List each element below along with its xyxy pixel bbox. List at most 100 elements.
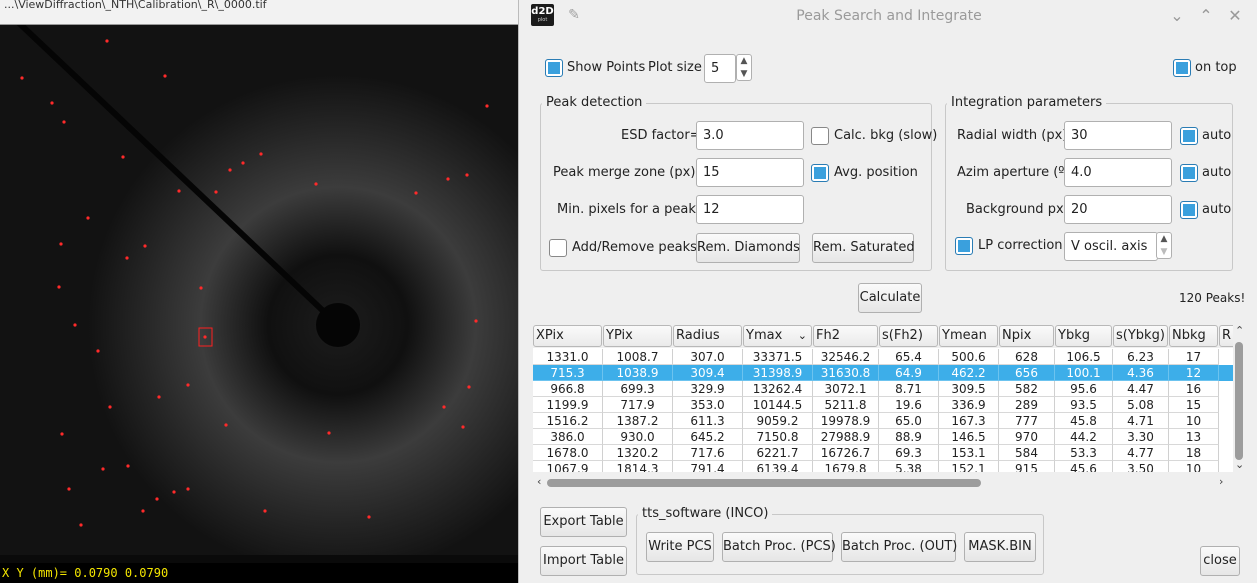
write-pcs-button[interactable]: Write PCS — [646, 532, 714, 562]
peak-marker — [141, 509, 145, 513]
plot-size-input[interactable]: 5 — [704, 54, 736, 83]
azim-aperture-input[interactable]: 4.0 — [1064, 158, 1172, 187]
radial-width-input[interactable]: 30 — [1064, 121, 1172, 150]
peak-marker — [485, 104, 489, 108]
column-header[interactable]: Npix — [999, 325, 1054, 347]
esd-factor-input[interactable]: 3.0 — [696, 121, 804, 150]
lp-correction-spinner[interactable]: ▲ ▼ — [1156, 232, 1172, 259]
column-header[interactable]: Radius — [673, 325, 742, 347]
table-row[interactable]: 386.0 930.0 645.2 7150.8 27988.9 88.9 146.5 970… — [533, 429, 1238, 445]
spin-up-icon[interactable]: ▲ — [740, 56, 748, 66]
merge-zone-input[interactable]: 15 — [696, 158, 804, 187]
lp-correction-select[interactable]: V oscil. axis — [1064, 232, 1158, 261]
sort-down-icon[interactable]: ⌄ — [797, 329, 807, 342]
azim-auto-checkbox[interactable] — [1180, 164, 1198, 182]
lp-correction-checkbox[interactable] — [955, 237, 973, 255]
show-points-checkbox[interactable] — [545, 59, 563, 77]
titlebar: d2D plot ✎ Peak Search and Integrate ⌄ ⌃ … — [519, 0, 1257, 32]
avg-position-checkbox[interactable] — [811, 164, 829, 182]
close-button[interactable]: close — [1200, 546, 1240, 576]
vertical-scrollbar[interactable]: ⌃ ⌄ — [1233, 324, 1245, 472]
table-cell: 5211.8 — [813, 397, 879, 413]
diffraction-image[interactable] — [0, 25, 518, 555]
table-cell: 8.71 — [879, 381, 939, 397]
spin-up-icon[interactable]: ▲ — [1160, 234, 1168, 244]
table-cell: 65.4 — [879, 349, 939, 365]
table-row[interactable]: 1516.2 1387.2 611.3 9059.2 19978.9 65.0 167.3 7… — [533, 413, 1238, 429]
table-cell: 462.2 — [939, 365, 999, 381]
add-remove-label: Add/Remove peaks — [572, 240, 697, 255]
minimize-icon[interactable]: ⌄ — [1170, 6, 1184, 25]
show-points-label: Show Points — [567, 60, 646, 75]
column-header[interactable]: s(Fh2) — [879, 325, 938, 347]
column-header[interactable]: Fh2 — [813, 325, 878, 347]
plot-size-spinner[interactable]: ▲ ▼ — [736, 54, 752, 81]
table-row[interactable]: 966.8 699.3 329.9 13262.4 3072.1 8.71 309.5 582… — [533, 381, 1238, 397]
table-cell: 93.5 — [1055, 397, 1113, 413]
peak-marker — [163, 74, 167, 78]
scroll-left-icon[interactable]: ‹ — [537, 475, 542, 488]
table-row[interactable]: 1067.9 1814.3 791.4 6139.4 1679.8 5.38 152.1 91… — [533, 461, 1238, 472]
add-remove-checkbox[interactable] — [549, 239, 567, 257]
pin-icon[interactable]: ✎ — [568, 7, 580, 23]
horizontal-scrollbar[interactable]: ‹ › — [533, 475, 1233, 489]
table-cell: 645.2 — [673, 429, 743, 445]
calculate-button[interactable]: Calculate — [858, 283, 922, 313]
column-header[interactable]: Nbkg — [1169, 325, 1218, 347]
mask-bin-button[interactable]: MASK.BIN — [964, 532, 1036, 562]
min-pixels-input[interactable]: 12 — [696, 195, 804, 224]
peak-marker — [186, 487, 190, 491]
column-header[interactable]: Ybkg — [1055, 325, 1112, 347]
maximize-icon[interactable]: ⌃ — [1199, 6, 1213, 25]
vertical-scroll-thumb[interactable] — [1235, 342, 1243, 460]
on-top-checkbox[interactable] — [1173, 59, 1191, 77]
table-cell: 9059.2 — [743, 413, 813, 429]
scroll-right-icon[interactable]: › — [1219, 475, 1224, 488]
peak-table[interactable]: XPix YPix Radius Ymax ⌄ Fh2 s(Fh2) Ymean Npix Ybk… — [533, 324, 1238, 472]
table-cell: 930.0 — [603, 429, 673, 445]
table-row[interactable]: 1331.0 1008.7 307.0 33371.5 32546.2 65.4 500.6… — [533, 349, 1238, 365]
avg-position-label: Avg. position — [834, 165, 918, 180]
table-row[interactable]: 715.3 1038.9 309.4 31398.9 31630.8 64.9 462.2 6… — [533, 365, 1238, 381]
table-row[interactable]: 1199.9 717.9 353.0 10144.5 5211.8 19.6 336.9 28… — [533, 397, 1238, 413]
background-auto-checkbox[interactable] — [1180, 201, 1198, 219]
table-cell: 1320.2 — [603, 445, 673, 461]
table-cell: 10144.5 — [743, 397, 813, 413]
rem-diamonds-button[interactable]: Rem. Diamonds — [696, 233, 800, 263]
radial-auto-checkbox[interactable] — [1180, 127, 1198, 145]
table-cell: 106.5 — [1055, 349, 1113, 365]
table-cell: 656 — [999, 365, 1055, 381]
column-header[interactable]: YPix — [603, 325, 672, 347]
import-table-button[interactable]: Import Table — [540, 546, 627, 576]
spin-down-icon[interactable]: ▼ — [740, 68, 748, 79]
column-header[interactable]: s(Ybkg) — [1113, 325, 1168, 347]
table-cell: 699.3 — [603, 381, 673, 397]
peak-marker — [367, 515, 371, 519]
close-icon[interactable]: ✕ — [1228, 6, 1242, 25]
scroll-down-icon[interactable]: ⌄ — [1235, 458, 1245, 471]
rem-saturated-button[interactable]: Rem. Saturated — [812, 233, 915, 263]
batch-proc-pcs-button[interactable]: Batch Proc. (PCS) — [722, 532, 836, 562]
spin-down-icon[interactable]: ▼ — [1160, 246, 1168, 257]
horizontal-scroll-thumb[interactable] — [547, 479, 981, 487]
table-cell: 31398.9 — [743, 365, 813, 381]
scroll-up-icon[interactable]: ⌃ — [1235, 324, 1245, 337]
peak-detection-group — [540, 103, 932, 271]
table-cell: 329.9 — [673, 381, 743, 397]
table-cell: 16 — [1169, 381, 1219, 397]
table-cell: 336.9 — [939, 397, 999, 413]
export-table-button[interactable]: Export Table — [540, 507, 627, 537]
column-header[interactable]: Ymean — [939, 325, 998, 347]
diffraction-viewer: ...\ViewDiffraction\_NTH\Calibration\_R\… — [0, 0, 518, 583]
peak-marker — [474, 319, 478, 323]
table-row[interactable]: 1678.0 1320.2 717.6 6221.7 16726.7 69.3 153.1 5… — [533, 445, 1238, 461]
batch-proc-out-button[interactable]: Batch Proc. (OUT) — [841, 532, 957, 562]
calc-bkg-checkbox[interactable] — [811, 127, 829, 145]
table-cell: 19.6 — [879, 397, 939, 413]
background-px-input[interactable]: 20 — [1064, 195, 1172, 224]
peak-marker — [228, 168, 232, 172]
table-cell: 64.9 — [879, 365, 939, 381]
peak-marker — [224, 423, 228, 427]
column-header[interactable]: Ymax ⌄ — [743, 325, 812, 347]
column-header[interactable]: XPix — [533, 325, 602, 347]
